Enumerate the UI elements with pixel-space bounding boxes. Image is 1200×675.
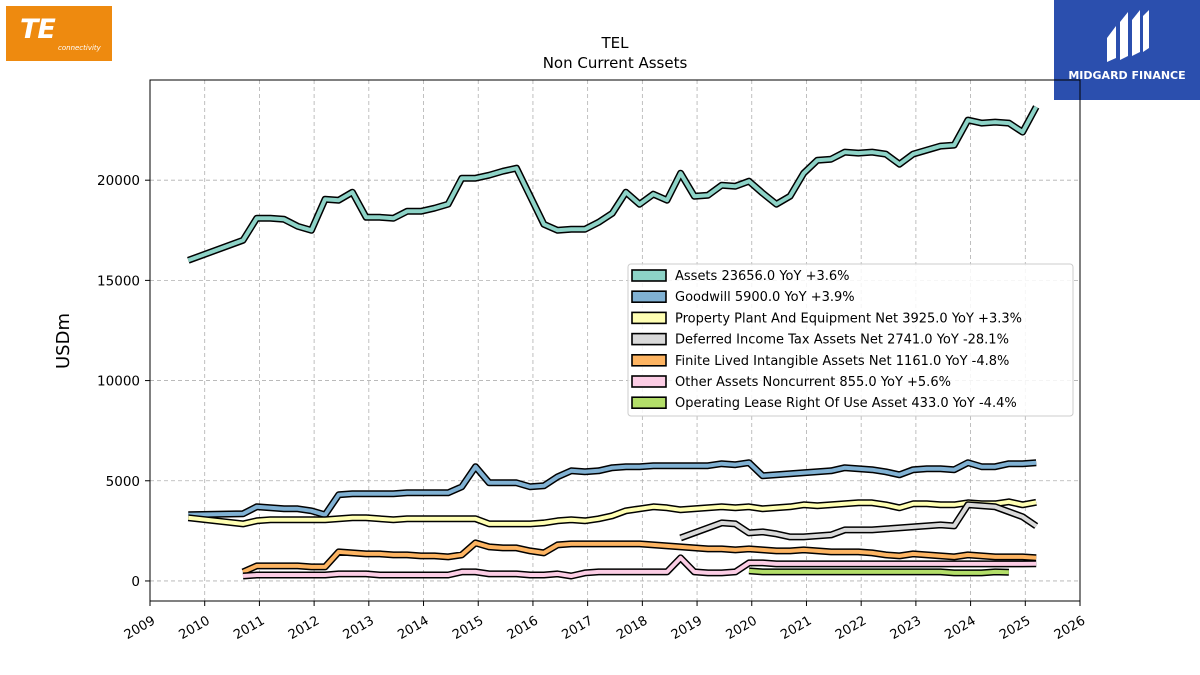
legend-swatch xyxy=(631,353,667,367)
x-tick-label: 2022 xyxy=(833,613,869,643)
x-axis: 2009 2010 2011 2012 2013 2014 2015 2016 2017 2018… xyxy=(122,601,1088,643)
legend-entry: Property Plant And Equipment Net 3925.0 … xyxy=(675,311,1022,326)
y-axis: 0 5000 10000 15000 20000 xyxy=(97,173,150,590)
y-tick-label: 15000 xyxy=(97,273,140,289)
legend-entry: Goodwill 5900.0 YoY +3.9% xyxy=(675,290,855,305)
y-tick-label: 5000 xyxy=(106,474,140,490)
legend-entry: Deferred Income Tax Assets Net 2741.0 Yo… xyxy=(675,333,1009,348)
te-logo-mark: TE xyxy=(20,14,56,45)
legend-swatch xyxy=(631,311,667,325)
legend-entry: Assets 23656.0 YoY +3.6% xyxy=(675,269,850,284)
x-tick-label: 2010 xyxy=(177,613,213,643)
midgard-finance-name: MIDGARD FINANCE xyxy=(1068,69,1186,82)
chart-subtitle: Non Current Assets xyxy=(543,54,688,72)
x-tick-label: 2023 xyxy=(888,613,924,643)
series-line-1 xyxy=(188,460,1037,517)
chart-title: TEL xyxy=(601,34,630,52)
plot-frame xyxy=(149,79,1081,602)
x-tick-label: 2024 xyxy=(942,613,978,643)
series-line-5 xyxy=(242,555,1037,578)
legend: Assets 23656.0 YoY +3.6% Goodwill 5900.0 … xyxy=(627,263,1074,417)
series-line-6 xyxy=(748,568,1009,575)
plot-series xyxy=(187,105,1040,580)
y-axis-label: USDm xyxy=(53,313,74,369)
y-tick-label: 20000 xyxy=(97,173,140,189)
x-tick-label: 2017 xyxy=(559,613,595,643)
x-tick-label: 2025 xyxy=(997,613,1033,643)
legend-entry: Operating Lease Right Of Use Asset 433.0… xyxy=(675,396,1017,411)
legend-box xyxy=(627,263,1074,417)
x-tick-label: 2016 xyxy=(505,613,541,643)
x-tick-label: 2009 xyxy=(122,613,158,643)
x-tick-label: 2020 xyxy=(724,613,760,643)
x-tick-label: 2011 xyxy=(231,613,267,643)
x-tick-label: 2014 xyxy=(395,613,431,643)
x-tick-label: 2019 xyxy=(669,613,705,643)
x-tick-label: 2015 xyxy=(450,613,486,643)
x-tick-label: 2013 xyxy=(341,613,377,643)
te-logo-subtext: connectivity xyxy=(58,44,101,52)
y-tick-label: 0 xyxy=(131,574,140,590)
legend-swatch xyxy=(631,332,667,346)
legend-entry: Finite Lived Intangible Assets Net 1161.… xyxy=(675,354,1009,369)
y-tick-label: 10000 xyxy=(97,374,140,390)
x-tick-label: 2018 xyxy=(614,613,650,643)
legend-swatch xyxy=(631,396,667,410)
series-outline xyxy=(187,105,1040,264)
x-tick-label: 2026 xyxy=(1052,613,1088,643)
series-line-3 xyxy=(679,502,1038,540)
series-line-4 xyxy=(242,540,1037,574)
legend-swatch xyxy=(631,375,667,388)
legend-swatch xyxy=(631,269,667,282)
series-outline xyxy=(241,539,1037,576)
midgard-finance-logo: MIDGARD FINANCE xyxy=(1054,0,1200,100)
legend-swatch xyxy=(631,290,667,304)
x-tick-label: 2012 xyxy=(286,613,322,643)
midgard-emblem-icon xyxy=(1107,10,1149,62)
x-tick-label: 2021 xyxy=(778,613,814,643)
series-line-0 xyxy=(187,105,1038,263)
series-line-2 xyxy=(188,499,1037,526)
legend-entry: Other Assets Noncurrent 855.0 YoY +5.6% xyxy=(675,375,951,390)
te-connectivity-logo: TE connectivity xyxy=(6,6,112,61)
